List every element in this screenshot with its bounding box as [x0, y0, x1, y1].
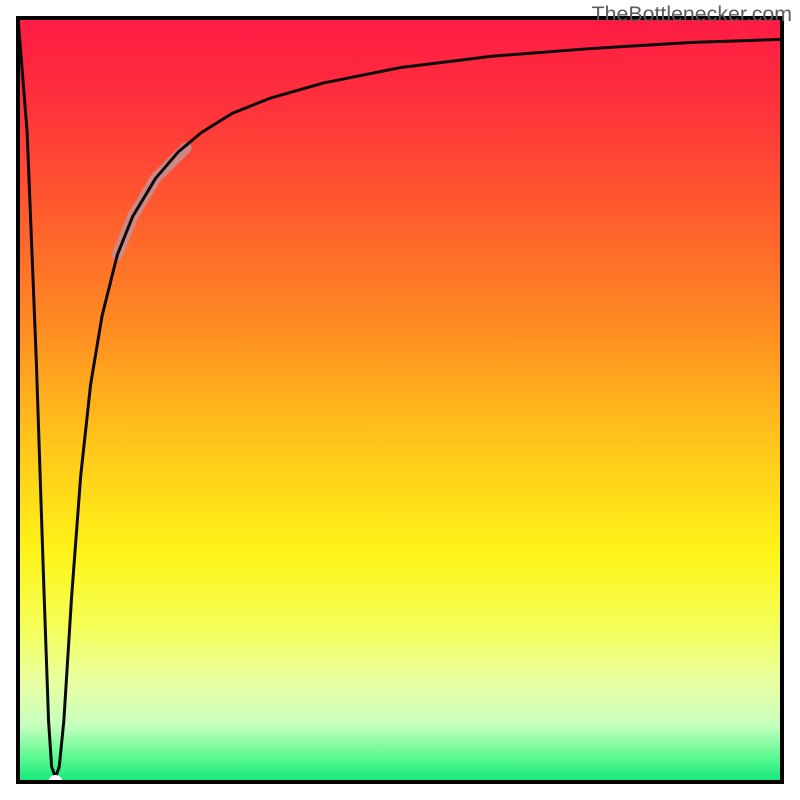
plot-background	[18, 18, 782, 782]
chart-svg	[0, 0, 800, 800]
bottleneck-chart-figure: TheBottlenecker.com	[0, 0, 800, 800]
